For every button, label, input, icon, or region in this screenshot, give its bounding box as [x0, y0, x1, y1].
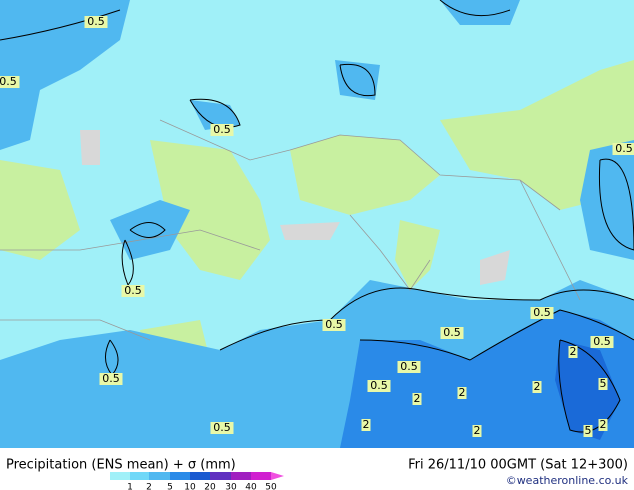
colorbar-tick-label: 40 [245, 483, 257, 490]
contour-labels: 0.5 0.5 0.5 0.5 0.5 0.5 0.5 0.5 0.5 0.5 0.5 0.5 0.5 2… [0, 15, 634, 437]
contour-label: 0.5 [443, 326, 461, 339]
land-gray [80, 130, 100, 165]
contour-label-bg [530, 307, 554, 319]
colorbar-swatch [149, 472, 170, 480]
credit: ©weatheronline.co.uk [506, 474, 629, 487]
colorbar-swatch [231, 472, 251, 480]
contour-label: 2 [534, 380, 541, 393]
contour-label-bg [590, 336, 614, 348]
colorbar-tick-label: 50 [265, 483, 277, 490]
colorbar-tick-label: 30 [225, 483, 237, 490]
precip-area [335, 60, 380, 100]
contour-label: 0.5 [400, 360, 418, 373]
contour-label: 0.5 [124, 284, 142, 297]
colorbar-tick-label: 20 [204, 483, 216, 490]
contour-label: 0.5 [533, 306, 551, 319]
map-date: Fri 26/11/10 00GMT (Sat 12+300) [408, 458, 628, 473]
contour-label-bg [532, 381, 542, 393]
colorbar-tick-label: 2 [146, 483, 152, 490]
colorbar-swatch [170, 472, 190, 480]
contour-label-bg [99, 373, 123, 385]
contour-label-bg [121, 285, 145, 297]
contour-label: 0.5 [87, 15, 105, 28]
contour-label: 0.5 [325, 318, 343, 331]
colorbar-arrow [271, 472, 284, 480]
contour-label-bg [583, 425, 593, 437]
contour-label-bg [598, 378, 608, 390]
contour-label-bg [361, 419, 371, 431]
colorbar-swatch [130, 472, 149, 480]
precip-area [580, 140, 634, 260]
land-dry [395, 220, 440, 290]
contour-label: 5 [585, 424, 592, 437]
contour-label: 0.5 [213, 421, 231, 434]
contour-label-bg [612, 143, 634, 155]
contour-label: 5 [600, 377, 607, 390]
land-dry [150, 140, 270, 280]
contour-label-bg [472, 425, 482, 437]
contour-label: 0.5 [102, 372, 120, 385]
precip-area-heavy [555, 340, 620, 440]
colorbar-swatch [210, 472, 231, 480]
precip-area [110, 200, 190, 260]
contour-label: 2 [474, 424, 481, 437]
contour-label: 0.5 [370, 379, 388, 392]
contour-label-bg [457, 387, 467, 399]
map: 0.5 0.5 0.5 0.5 0.5 0.5 0.5 0.5 0.5 0.5 0.5 0.5 0.5 2… [0, 0, 634, 448]
contour-label: 2 [414, 392, 421, 405]
contour-label-bg [0, 76, 20, 88]
land-dry [0, 160, 80, 260]
colorbar [110, 472, 284, 480]
contour-label: 0.5 [593, 335, 611, 348]
precip-area [0, 0, 130, 150]
precip-area [190, 100, 240, 130]
contour-label: 2 [459, 386, 466, 399]
colorbar-tick-label: 1 [127, 483, 133, 490]
contour-label: 2 [363, 418, 370, 431]
contour-label-bg [397, 361, 421, 373]
contour-label-bg [412, 393, 422, 405]
contour-label-bg [84, 16, 108, 28]
contour-label: 0.5 [0, 75, 17, 88]
colorbar-swatch [190, 472, 210, 480]
land-gray [480, 250, 510, 285]
colorbar-tick-label: 10 [184, 483, 196, 490]
contour-label-bg [440, 327, 464, 339]
contour-label-bg [322, 319, 346, 331]
land-gray [280, 222, 340, 240]
contour-label-bg [598, 419, 608, 431]
contour-label: 0.5 [615, 142, 633, 155]
contour-label: 2 [600, 418, 607, 431]
colorbar-tick-label: 5 [167, 483, 173, 490]
contour-label-bg [568, 346, 578, 358]
contour-label-bg [210, 422, 234, 434]
colorbar-swatch [251, 472, 271, 480]
precip-area [440, 0, 520, 25]
land-dry [290, 135, 440, 215]
map-title: Precipitation (ENS mean) + σ (mm) [6, 458, 236, 473]
country-border [0, 119, 581, 341]
colorbar-swatch [110, 472, 130, 480]
colorbar-ticks: 1 2 5 10 20 30 40 50 [127, 483, 277, 490]
contour-label: 0.5 [213, 123, 231, 136]
contour-label-bg [367, 380, 391, 392]
contour-label: 2 [570, 345, 577, 358]
contour-label-bg [210, 124, 234, 136]
